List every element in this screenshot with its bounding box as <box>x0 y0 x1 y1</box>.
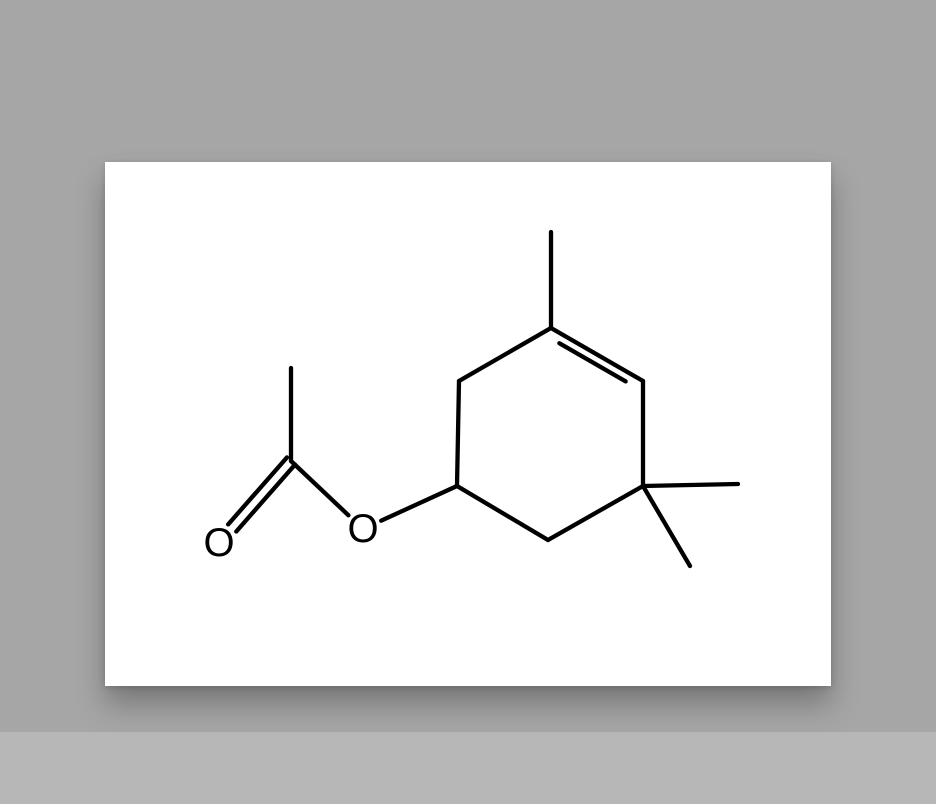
figure-container: OO <box>0 0 936 804</box>
molecule-svg: OO <box>105 162 831 686</box>
atom-label-o: O <box>203 521 234 565</box>
structure-card: OO <box>105 162 831 686</box>
background-bottom <box>0 732 936 804</box>
atom-label-o: O <box>347 507 378 551</box>
